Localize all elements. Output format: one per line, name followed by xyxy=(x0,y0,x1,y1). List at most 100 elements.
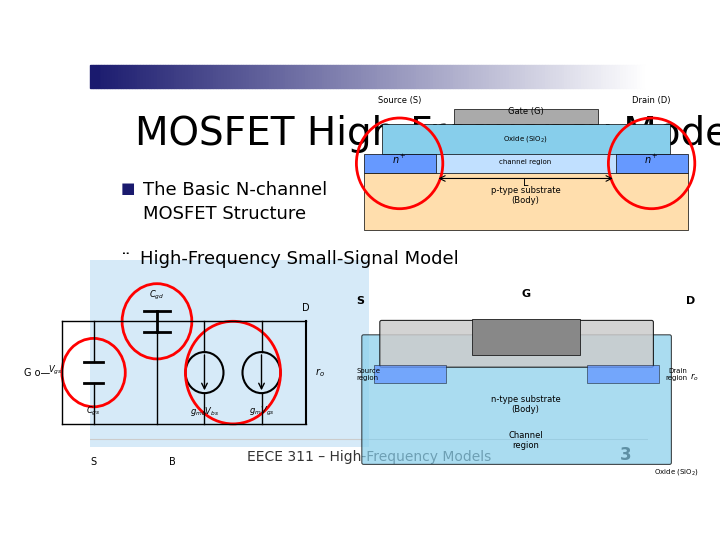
Bar xyxy=(503,65,505,87)
Bar xyxy=(436,65,438,87)
Bar xyxy=(324,65,327,87)
Bar xyxy=(547,65,550,87)
Bar xyxy=(347,65,349,87)
Bar xyxy=(266,65,269,87)
Bar xyxy=(559,65,562,87)
Bar xyxy=(280,65,282,87)
Bar xyxy=(145,65,148,87)
Bar xyxy=(176,65,179,87)
Bar xyxy=(307,65,310,87)
Bar xyxy=(135,65,138,87)
Bar xyxy=(233,65,235,87)
Bar xyxy=(319,65,322,87)
Bar xyxy=(617,65,620,87)
Bar xyxy=(380,65,383,87)
Bar xyxy=(271,65,274,87)
Bar xyxy=(383,65,386,87)
Bar xyxy=(168,65,171,87)
Bar xyxy=(436,154,616,173)
Bar xyxy=(419,65,422,87)
Bar xyxy=(202,65,204,87)
Bar xyxy=(556,65,559,87)
Bar xyxy=(101,65,104,87)
Bar xyxy=(405,65,408,87)
Bar xyxy=(553,65,556,87)
Bar xyxy=(224,65,227,87)
Text: G o—: G o— xyxy=(24,368,50,377)
Bar xyxy=(454,109,598,124)
Text: $r_o$: $r_o$ xyxy=(690,372,698,383)
Bar xyxy=(528,65,531,87)
Bar xyxy=(255,65,258,87)
Text: Source (S): Source (S) xyxy=(378,96,421,105)
Bar xyxy=(534,65,536,87)
Bar xyxy=(593,65,595,87)
Bar xyxy=(227,65,230,87)
Text: S: S xyxy=(356,296,364,306)
Bar xyxy=(382,124,670,154)
Bar xyxy=(438,65,441,87)
Bar xyxy=(372,65,374,87)
Bar xyxy=(90,260,369,447)
Bar xyxy=(526,65,528,87)
Bar xyxy=(606,65,609,87)
Bar xyxy=(199,65,202,87)
Bar xyxy=(285,65,288,87)
Bar xyxy=(517,65,520,87)
Bar xyxy=(645,65,648,87)
Bar xyxy=(129,65,132,87)
Bar xyxy=(394,65,397,87)
Bar xyxy=(459,65,461,87)
Bar xyxy=(196,65,199,87)
Bar xyxy=(425,65,428,87)
Bar xyxy=(581,65,584,87)
Bar xyxy=(126,65,129,87)
Bar xyxy=(441,65,444,87)
Bar xyxy=(428,65,431,87)
Text: channel region: channel region xyxy=(500,159,552,165)
Bar xyxy=(316,65,319,87)
Bar xyxy=(166,65,168,87)
Bar xyxy=(218,65,221,87)
Bar xyxy=(93,65,96,87)
Bar xyxy=(121,65,124,87)
Bar xyxy=(629,65,631,87)
Bar xyxy=(587,65,590,87)
Bar xyxy=(616,154,688,173)
Bar xyxy=(369,65,372,87)
Bar xyxy=(386,65,389,87)
Bar xyxy=(124,65,126,87)
Bar xyxy=(634,65,636,87)
Text: MOSFET High-Frequency Model: MOSFET High-Frequency Model xyxy=(135,114,720,153)
Bar xyxy=(300,65,302,87)
Bar xyxy=(215,65,218,87)
Text: Oxide (SiO$_2$): Oxide (SiO$_2$) xyxy=(503,134,548,144)
Text: B: B xyxy=(169,457,176,467)
Text: $n^+$: $n^+$ xyxy=(392,153,407,166)
Bar xyxy=(96,65,99,87)
Bar xyxy=(148,65,151,87)
Bar xyxy=(431,65,433,87)
Bar xyxy=(631,65,634,87)
Bar xyxy=(402,65,405,87)
Bar xyxy=(355,65,358,87)
Bar xyxy=(336,65,338,87)
Bar xyxy=(481,65,483,87)
Bar xyxy=(160,65,163,87)
Bar xyxy=(413,65,416,87)
Bar xyxy=(282,65,285,87)
Bar xyxy=(416,65,419,87)
Text: Drain (D): Drain (D) xyxy=(632,96,671,105)
Bar xyxy=(207,65,210,87)
Bar xyxy=(500,65,503,87)
Bar xyxy=(545,65,547,87)
Bar xyxy=(291,65,294,87)
Bar xyxy=(238,65,240,87)
Text: $g_{mb}V_{bs}$: $g_{mb}V_{bs}$ xyxy=(190,404,219,417)
Bar xyxy=(305,65,307,87)
Bar xyxy=(492,65,495,87)
Bar xyxy=(104,65,107,87)
Bar xyxy=(570,65,572,87)
Bar xyxy=(600,65,603,87)
Bar xyxy=(626,65,629,87)
